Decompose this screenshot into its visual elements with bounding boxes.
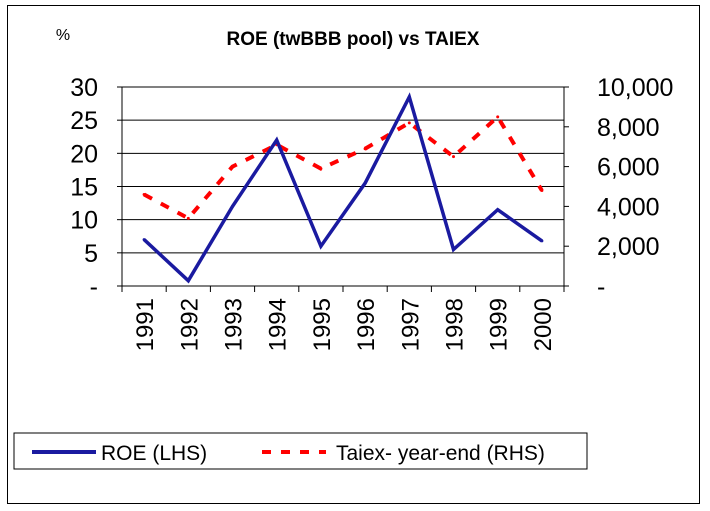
x-tick-label: 1992 bbox=[176, 298, 203, 351]
y-left-tick-label: - bbox=[90, 273, 98, 301]
y-left-tick-label: 25 bbox=[70, 107, 98, 135]
data-point-roe bbox=[540, 239, 544, 243]
data-point-taiex bbox=[231, 165, 234, 169]
x-tick-label: 1996 bbox=[353, 298, 380, 351]
legend: ROE (LHS) Taiex- year-end (RHS) bbox=[13, 432, 588, 470]
y-right-tick-label: 10,000 bbox=[597, 74, 673, 102]
x-tick-label: 1993 bbox=[221, 298, 248, 351]
data-point-roe bbox=[452, 248, 455, 252]
y-right-tick-label: 6,000 bbox=[597, 154, 660, 182]
data-point-roe bbox=[275, 138, 279, 142]
data-point-roe bbox=[319, 244, 323, 248]
y-left-tick-label: 10 bbox=[70, 207, 98, 235]
data-point-roe bbox=[407, 95, 411, 99]
data-point-taiex bbox=[452, 155, 455, 159]
series-line-roe bbox=[142, 92, 543, 284]
x-tick-label: 1999 bbox=[486, 298, 513, 351]
x-tick-label: 1994 bbox=[265, 298, 292, 351]
series-lines bbox=[142, 92, 544, 284]
y-right-tick-label: 4,000 bbox=[597, 193, 660, 221]
x-tick-label: 1997 bbox=[397, 298, 424, 351]
data-point-taiex bbox=[186, 216, 190, 220]
y-left-tick-label: 15 bbox=[70, 174, 98, 202]
y-right-tick-label: 8,000 bbox=[597, 114, 660, 142]
data-point-taiex bbox=[496, 115, 500, 119]
data-point-taiex bbox=[319, 167, 323, 171]
data-point-roe bbox=[142, 238, 146, 242]
data-point-taiex bbox=[142, 192, 146, 196]
legend-box bbox=[13, 432, 588, 470]
x-tick-label: 2000 bbox=[530, 298, 557, 351]
y-left-tick-label: 30 bbox=[70, 74, 98, 102]
data-point-roe bbox=[231, 204, 234, 208]
gridlines bbox=[122, 86, 564, 254]
x-tick-label: 1991 bbox=[132, 298, 159, 351]
data-point-taiex bbox=[407, 121, 411, 125]
series-line-taiex bbox=[143, 113, 544, 221]
y-left-tick-label: 20 bbox=[70, 140, 98, 168]
data-point-roe bbox=[186, 279, 190, 283]
y-right-tick-label: 2,000 bbox=[597, 233, 660, 261]
axes bbox=[117, 86, 569, 292]
y-left-tick-label: 5 bbox=[84, 240, 98, 268]
legend-label-roe: ROE (LHS) bbox=[101, 442, 207, 465]
y-right-tick-label: - bbox=[597, 273, 605, 301]
chart-frame bbox=[7, 5, 700, 504]
y-right-ticks: - 2,000 4,000 6,000 8,000 10,000 bbox=[597, 74, 673, 301]
x-tick-labels: 1991 1992 1993 1994 1995 1996 1997 1998 1999 2000 bbox=[132, 298, 557, 351]
data-point-roe bbox=[363, 181, 367, 185]
x-tick-label: 1995 bbox=[309, 298, 336, 351]
data-point-taiex bbox=[540, 188, 544, 192]
chart-title: ROE (twBBB pool) vs TAIEX bbox=[227, 29, 480, 50]
data-point-taiex bbox=[363, 147, 367, 151]
data-point-roe bbox=[496, 208, 500, 212]
x-tick-label: 1998 bbox=[442, 298, 469, 351]
y-left-ticks: - 5 10 15 20 25 30 bbox=[70, 74, 98, 301]
y-left-unit-label: % bbox=[56, 27, 70, 44]
legend-label-taiex: Taiex- year-end (RHS) bbox=[336, 442, 545, 465]
